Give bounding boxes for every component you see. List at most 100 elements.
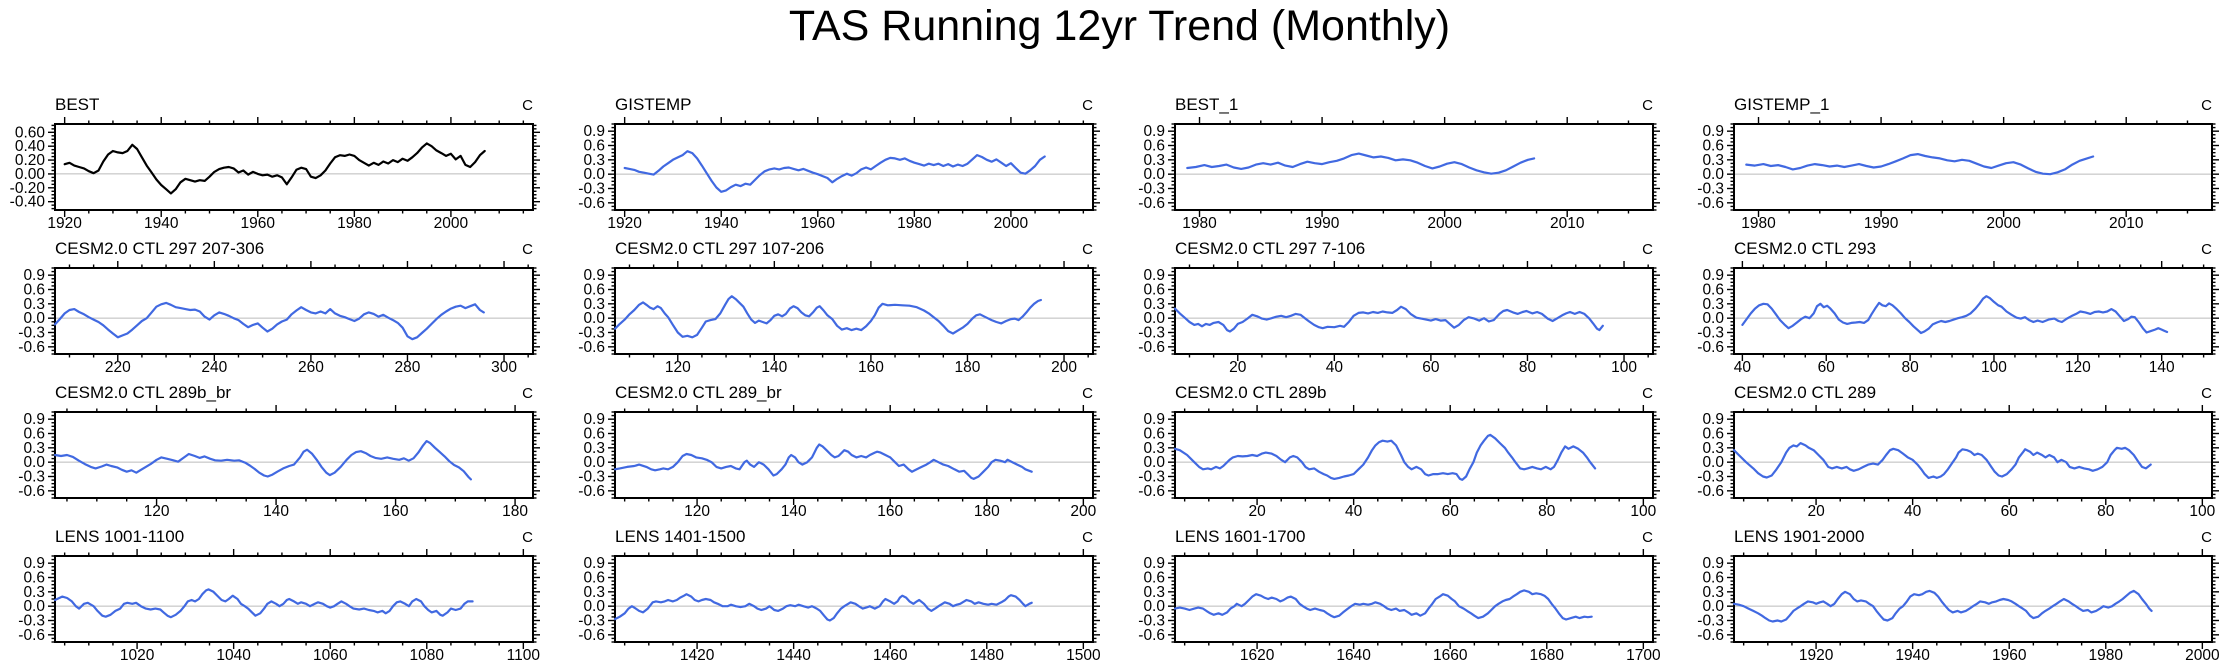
plot-border	[54, 411, 534, 499]
x-tick-label: 1480	[969, 647, 1004, 664]
y-tick-label: -0.40	[10, 194, 46, 211]
x-tick-label: 1060	[313, 647, 348, 664]
y-tick-label: 0.00	[15, 166, 46, 183]
x-tick-label: 1980	[2089, 647, 2124, 664]
x-tick-label: 1420	[680, 647, 715, 664]
y-tick-label: 0.9	[1143, 411, 1165, 428]
x-tick-label: 40	[1734, 359, 1752, 376]
x-tick-label: 1040	[216, 647, 251, 664]
x-tick-label: 1940	[1896, 647, 1931, 664]
unit-label: C	[522, 97, 533, 114]
y-tick-label: -0.6	[18, 483, 45, 500]
plot-border	[613, 267, 1094, 355]
panel-title: CESM2.0 CTL 297 207-306	[55, 239, 264, 258]
panel-best-1: BEST_1 C 1980 1990 2000 2010 0.9 0.6 0.3 0.0 -0.3-…	[1120, 88, 1680, 232]
y-tick-label: -0.3	[578, 181, 605, 198]
y-tick-label: 0.0	[1703, 166, 1725, 183]
panel-title: LENS 1401-1500	[615, 527, 745, 546]
axis-ticks	[1167, 117, 1660, 217]
axis-ticks	[1167, 261, 1660, 361]
y-tick-label: -0.6	[18, 339, 45, 356]
y-tick-label: 0.6	[1703, 138, 1725, 155]
y-tick-label: 0.9	[583, 123, 605, 140]
x-tick-label: 60	[2001, 503, 2019, 520]
y-tick-label: -0.6	[578, 483, 605, 500]
x-tick-label: 1920	[47, 215, 82, 232]
y-tick-label: 0.9	[23, 555, 45, 572]
panel-cesm2-0-ctl-297-207-306: CESM2.0 CTL 297 207-306 C 220 240 260 280 300 0…	[0, 232, 560, 376]
plot-cesm2-0-ctl-293: CESM2.0 CTL 293 C 40 60 80 100 120 140 0.90.60.3…	[1698, 239, 2220, 376]
x-tick-label: 120	[2065, 359, 2091, 376]
x-tick-label: 1700	[1626, 647, 1661, 664]
x-tick-label: 200	[1070, 503, 1096, 520]
plot-border	[1173, 267, 1654, 355]
unit-label: C	[522, 529, 533, 546]
y-tick-label: 0.6	[1143, 570, 1165, 587]
y-tick-label: -0.6	[1138, 195, 1165, 212]
x-tick-label: 2000	[2185, 647, 2220, 664]
x-tick-label: 1980	[1742, 215, 1777, 232]
y-tick-label: 0.9	[23, 411, 45, 428]
x-tick-label: 2000	[993, 215, 1028, 232]
panel-cesm2-0-ctl-297-107-206: CESM2.0 CTL 297 107-206 C 120 140 160 180 200 0…	[560, 232, 1120, 376]
plot-cesm2-0-ctl-297-207-306: CESM2.0 CTL 297 207-306 C 220 240 260 280 300 0…	[18, 239, 540, 376]
panel-lens-1001-1100: LENS 1001-1100 C 1020 1040 1060 1080 1100 0.9 0.…	[0, 520, 560, 664]
y-tick-label: 0.9	[1703, 411, 1725, 428]
y-tick-label: 0.0	[583, 598, 605, 615]
trend-line	[1173, 305, 1604, 333]
plot-cesm2-0-ctl-289: CESM2.0 CTL 289 C20 40 60 80 1000.90.60.30.0-…	[1698, 383, 2220, 520]
trend-line	[1733, 589, 2153, 623]
axis-ticks	[607, 549, 1100, 649]
x-tick-label: 100	[1611, 359, 1637, 376]
x-tick-label: 1100	[507, 647, 541, 664]
page-title: TAS Running 12yr Trend (Monthly)	[788, 2, 1451, 50]
plot-gistemp: GISTEMP C 1920 1940 1960 1980 2000 0.90.60.30.0…	[578, 95, 1100, 232]
panel-gistemp-1: GISTEMP_1 C 1980 1990 2000 2010 0.9 0.6 0.3 0.0 -0…	[1679, 88, 2239, 232]
y-tick-label: -0.6	[578, 195, 605, 212]
y-tick-label: 0.3	[23, 440, 45, 457]
x-tick-label: 2000	[1987, 215, 2022, 232]
plot-border	[613, 411, 1094, 499]
panel-title: GISTEMP_1	[1734, 95, 1829, 114]
x-tick-label: 1940	[704, 215, 739, 232]
y-tick-label: -0.3	[1138, 469, 1165, 486]
trend-line	[1173, 589, 1593, 621]
panel-title: CESM2.0 CTL 289b	[1175, 383, 1327, 402]
y-tick-label: 0.9	[583, 267, 605, 284]
x-tick-label: 160	[877, 503, 903, 520]
y-tick-label: -0.3	[1698, 469, 1725, 486]
y-tick-label: 0.6	[1703, 426, 1725, 443]
unit-label: C	[1082, 97, 1093, 114]
plot-border	[1173, 411, 1654, 499]
y-tick-label: 0.6	[583, 282, 605, 299]
y-tick-label: 0.9	[1703, 555, 1725, 572]
trend-line	[63, 142, 486, 195]
panel-title: CESM2.0 CTL 297 7-106	[1175, 239, 1365, 258]
x-tick-label: 120	[684, 503, 710, 520]
y-tick-label: 0.9	[583, 411, 605, 428]
plot-border	[54, 123, 534, 211]
plot-cesm2-0-ctl-289-br: CESM2.0 CTL 289_br C 120 140 160 180 200 0.90.6…	[578, 383, 1100, 520]
y-tick-label: 0.3	[1143, 584, 1165, 601]
x-tick-label: 100	[1630, 503, 1656, 520]
y-tick-label: 0.9	[1703, 267, 1725, 284]
trend-line	[613, 593, 1033, 622]
unit-label: C	[522, 385, 533, 402]
x-tick-label: 1940	[144, 215, 179, 232]
y-tick-label: -0.6	[578, 339, 605, 356]
y-tick-label: -0.3	[18, 469, 45, 486]
y-tick-label: 0.0	[1143, 310, 1165, 327]
x-tick-label: 1990	[1864, 215, 1899, 232]
y-tick-label: 0.0	[1143, 598, 1165, 615]
plot-border	[54, 267, 534, 355]
x-tick-label: 180	[954, 359, 980, 376]
y-tick-label: 0.3	[1143, 296, 1165, 313]
x-tick-label: 120	[665, 359, 691, 376]
panel-title: LENS 1601-1700	[1175, 527, 1305, 546]
plot-border	[1173, 555, 1654, 643]
y-tick-label: -0.6	[1138, 483, 1165, 500]
y-tick-label: 0.0	[1703, 310, 1725, 327]
